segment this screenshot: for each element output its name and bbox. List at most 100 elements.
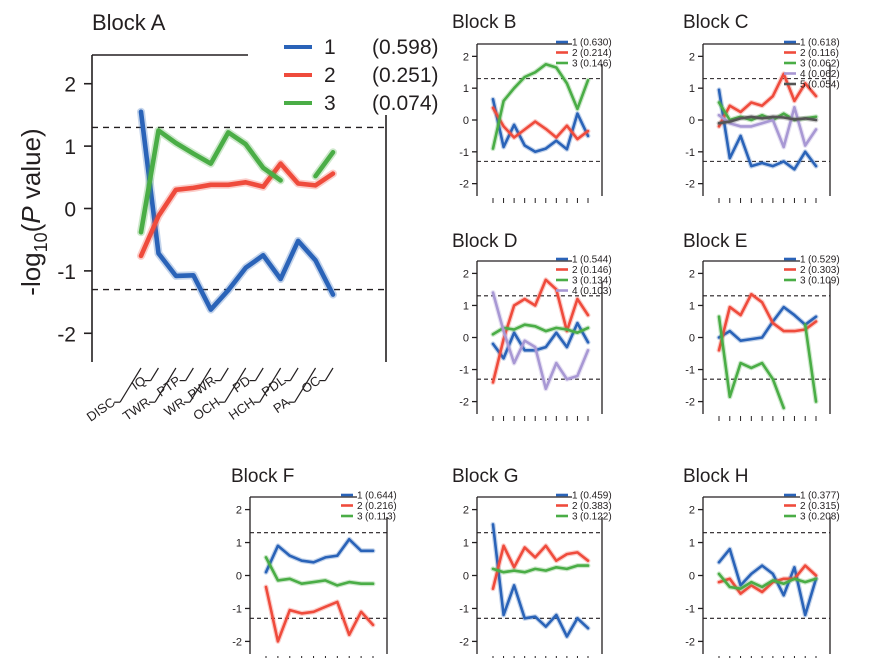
chart-title: Block D [452, 231, 517, 252]
legend-score: (0.062) [808, 69, 840, 80]
y-tick-label: -1 [685, 365, 695, 377]
series-2-line [138, 161, 336, 259]
legend-label: 3 [324, 92, 336, 115]
legend-label: 4 [800, 69, 806, 80]
legend-score: (0.103) [580, 286, 612, 297]
legend-score: (0.251) [372, 64, 439, 87]
series-2-line [717, 72, 818, 128]
y-tick-label: 1 [689, 538, 695, 550]
y-tick-label: 1 [463, 83, 469, 95]
series-1-glow [263, 536, 376, 575]
y-tick-label: -1 [232, 603, 242, 615]
legend-score: (0.216) [365, 501, 397, 512]
series-1-line [491, 523, 590, 638]
y-tick-label: 2 [463, 51, 469, 63]
series-5-line [717, 115, 818, 125]
legend-label: 3 [800, 276, 806, 287]
legend-label: 1 [572, 491, 578, 502]
legend-label: 3 [572, 59, 578, 70]
x-tick-label: HCH [226, 394, 258, 422]
y-axis-label: -log10(P value) [16, 128, 51, 295]
series-2-line [491, 544, 590, 591]
y-tick-label: -2 [57, 323, 76, 346]
series-4-line [717, 106, 818, 149]
series-1-line [138, 109, 336, 312]
legend-score: (0.644) [365, 491, 397, 502]
legend-score: (0.134) [580, 276, 612, 287]
legend-label: 3 [800, 512, 806, 523]
series-3-line [717, 315, 786, 410]
series-3-line [491, 323, 590, 336]
x-tick [294, 367, 317, 403]
x-tick [150, 367, 159, 381]
y-tick-label: 0 [463, 571, 469, 583]
y-tick-label: -2 [459, 397, 469, 409]
x-tick [220, 367, 229, 381]
series-1-line [717, 88, 818, 171]
series-2-line [264, 585, 375, 643]
legend-label: 1 [572, 38, 578, 49]
legend-score: (0.208) [808, 512, 840, 523]
series-3-line [138, 128, 283, 235]
legend-label: 2 [800, 501, 806, 512]
legend-label: 3 [357, 512, 363, 523]
x-tick [189, 367, 212, 403]
y-tick-label: 2 [64, 74, 76, 97]
legend-score: (0.459) [580, 491, 612, 502]
series-4-line [491, 291, 590, 391]
legend-score: (0.113) [365, 512, 396, 523]
series-3-line [803, 323, 818, 403]
legend-label: 4 [572, 286, 578, 297]
legend-label: 3 [572, 512, 578, 523]
legend-score: (0.062) [808, 59, 840, 70]
y-tick-label: 2 [463, 268, 469, 280]
y-tick-label: 1 [689, 83, 695, 95]
legend-label: 3 [800, 59, 806, 70]
series-4-glow [716, 104, 819, 150]
x-tick-label: OC [298, 373, 323, 396]
legend-score: (0.116) [808, 48, 839, 59]
chart-title: Block E [683, 231, 747, 252]
legend-label: 3 [572, 276, 578, 287]
series-3-line [717, 572, 818, 591]
legend-score: (0.054) [808, 80, 840, 91]
x-tick [254, 367, 264, 381]
y-tick-label: -1 [459, 147, 469, 159]
y-tick-label: 2 [236, 505, 242, 517]
chart-title: Block A [92, 10, 166, 35]
legend-label: 2 [572, 501, 578, 512]
x-tick-label: TWR [120, 394, 153, 423]
legend-score: (0.109) [808, 276, 840, 287]
y-tick-label: 0 [689, 115, 695, 127]
y-tick-label: 0 [236, 571, 242, 583]
chart-block-a: Block A -2 -1 0 1 2 1 (0.598) 2 (0.251) 3 (0.074) -l… [16, 10, 439, 424]
x-tick [289, 367, 299, 381]
legend-score: (0.214) [580, 48, 612, 59]
x-tick-label: PA [270, 394, 292, 416]
y-tick-label: -1 [459, 603, 469, 615]
legend-label: 5 [800, 80, 806, 91]
y-tick-label: -2 [459, 179, 469, 191]
y-tick-label: 0 [689, 333, 695, 345]
x-tick [119, 367, 142, 403]
x-tick [324, 367, 334, 381]
x-tick-label: WR [161, 394, 187, 419]
y-tick-label: -2 [685, 636, 695, 648]
legend-score: (0.618) [808, 38, 840, 49]
legend-score: (0.146) [580, 265, 612, 276]
series-1-glow [490, 521, 591, 639]
series-3-line [264, 556, 375, 587]
legend-label: 2 [572, 48, 578, 59]
legend-label: 2 [800, 265, 806, 276]
x-tick [185, 367, 194, 381]
series-2-line [491, 278, 590, 384]
chart-title: Block C [683, 12, 748, 33]
y-tick-label: -2 [685, 179, 695, 191]
y-tick-label: 0 [463, 333, 469, 345]
y-tick-label: 2 [689, 51, 695, 63]
